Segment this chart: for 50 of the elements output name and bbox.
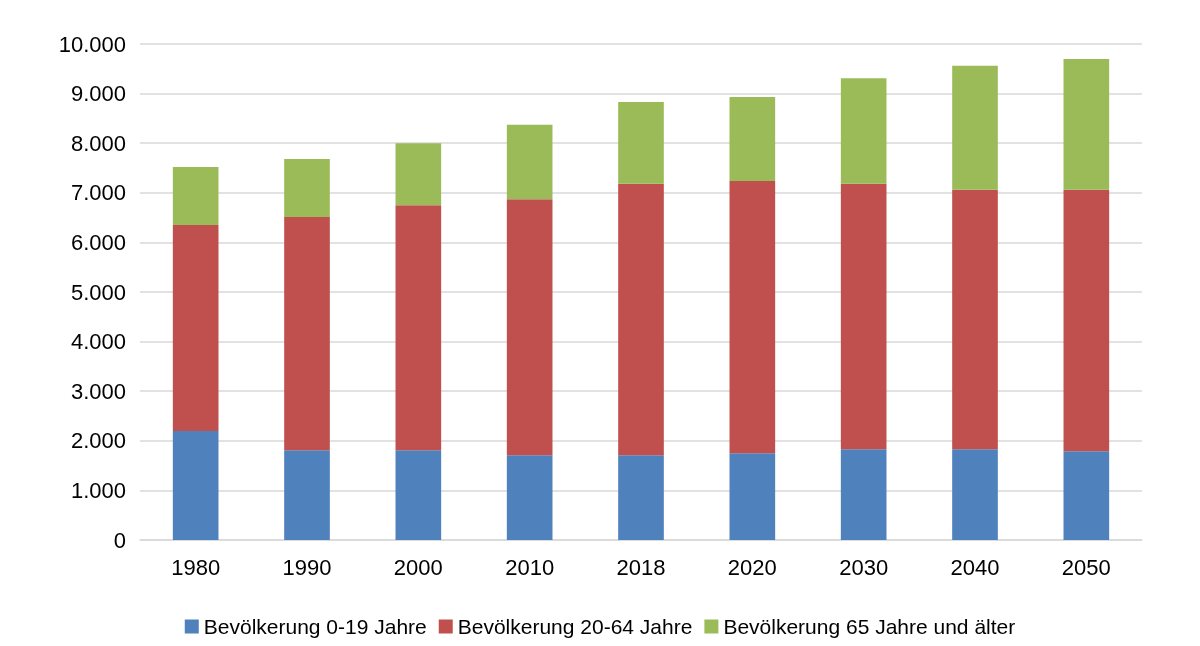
y-tick-label: 10.000 <box>58 31 126 57</box>
bar <box>284 217 330 451</box>
x-tick-label: 2018 <box>616 554 666 580</box>
legend-label: Bevölkerung 20-64 Jahre <box>457 615 693 638</box>
bar <box>618 183 664 456</box>
y-tick-label: 0 <box>113 527 126 553</box>
bar <box>1063 58 1110 190</box>
x-tick-label: 2020 <box>727 554 777 580</box>
bar <box>729 180 776 454</box>
x-tick-label: 2010 <box>505 554 555 580</box>
y-tick-label: 1.000 <box>70 477 126 503</box>
y-tick-label: 3.000 <box>70 378 126 404</box>
bar <box>1063 451 1110 540</box>
bar <box>395 205 442 451</box>
y-tick-label: 5.000 <box>70 279 126 305</box>
y-tick-label: 2.000 <box>70 428 126 454</box>
legend-label: Bevölkerung 0-19 Jahre <box>203 615 427 638</box>
bar <box>1063 189 1110 452</box>
y-tick-label: 7.000 <box>70 180 126 206</box>
bar <box>172 225 219 431</box>
bar <box>952 65 998 190</box>
bar <box>395 143 442 206</box>
y-tick-label: 8.000 <box>70 130 126 156</box>
bar <box>840 78 887 184</box>
x-tick-label: 2030 <box>839 554 889 580</box>
y-tick-label: 6.000 <box>70 229 126 255</box>
y-tick-label: 9.000 <box>70 81 126 107</box>
bar <box>395 450 442 540</box>
legend-label: Bevölkerung 65 Jahre und älter <box>723 615 1016 638</box>
bar <box>952 449 998 540</box>
bar <box>952 189 998 450</box>
x-tick-label: 1990 <box>282 554 332 580</box>
bar <box>840 183 887 450</box>
bar <box>506 124 553 200</box>
bar <box>506 199 553 456</box>
bar <box>172 167 219 226</box>
bar <box>506 455 553 540</box>
bar <box>618 455 664 540</box>
x-tick-label: 1980 <box>171 554 221 580</box>
x-tick-label: 2040 <box>950 554 1000 580</box>
x-tick-label: 2050 <box>1061 554 1111 580</box>
bar <box>840 449 887 540</box>
bar <box>172 430 219 540</box>
bar <box>618 102 664 184</box>
x-tick-label: 2000 <box>393 554 443 580</box>
y-tick-label: 4.000 <box>70 329 126 355</box>
bar <box>284 159 330 218</box>
bar <box>284 450 330 540</box>
bar <box>729 453 776 540</box>
bar <box>729 97 776 181</box>
